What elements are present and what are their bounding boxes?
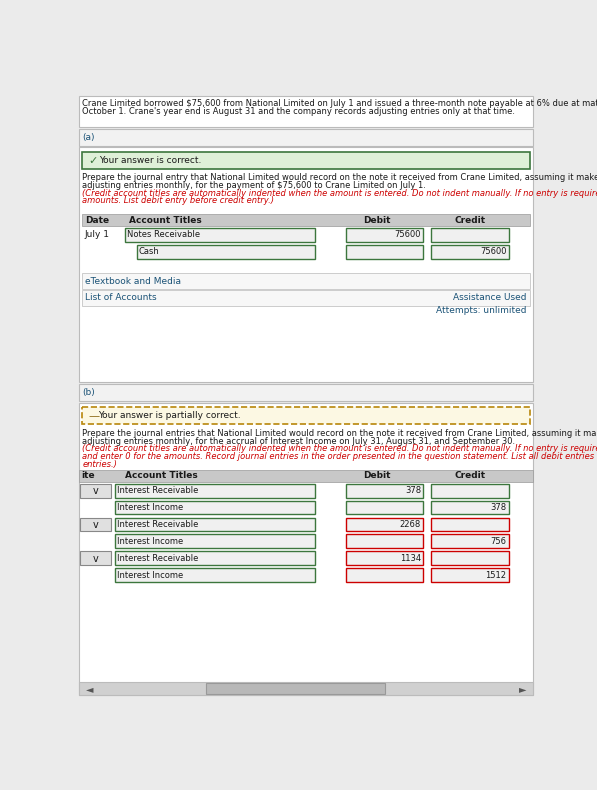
Text: Interest Income: Interest Income	[117, 503, 183, 512]
Bar	[78, 682, 534, 695]
Bar	[346, 501, 423, 514]
Bar	[207, 683, 384, 694]
Text: Credit: Credit	[454, 216, 485, 224]
Text: Prepare the journal entries that National Limited would record on the note it re: Prepare the journal entries that Nationa…	[82, 429, 597, 438]
Bar	[431, 551, 509, 566]
Text: v: v	[93, 520, 99, 530]
Bar	[80, 517, 111, 532]
Bar	[82, 408, 530, 424]
Text: Cash: Cash	[139, 247, 160, 257]
Bar	[115, 551, 315, 566]
Text: Account Titles: Account Titles	[129, 216, 202, 224]
Text: 378: 378	[405, 486, 421, 495]
Text: 1134: 1134	[400, 554, 421, 562]
Bar	[115, 483, 315, 498]
Bar	[431, 535, 509, 548]
Bar	[82, 291, 530, 306]
Bar	[431, 483, 509, 498]
Bar	[78, 129, 534, 145]
Text: Your answer is correct.: Your answer is correct.	[100, 156, 202, 164]
Bar	[78, 384, 534, 401]
Text: Interest Receivable: Interest Receivable	[117, 554, 199, 562]
Bar	[346, 245, 423, 259]
Text: 2268: 2268	[400, 520, 421, 529]
Bar	[80, 483, 111, 498]
Text: ◄: ◄	[85, 684, 93, 694]
Text: List of Accounts: List of Accounts	[85, 293, 157, 303]
Text: 75600: 75600	[395, 231, 421, 239]
Text: 1512: 1512	[485, 571, 506, 580]
Bar	[78, 470, 534, 482]
Text: Notes Receivable: Notes Receivable	[127, 231, 201, 239]
Bar	[82, 273, 530, 289]
Text: Interest Receivable: Interest Receivable	[117, 520, 199, 529]
Text: Interest Income: Interest Income	[117, 571, 183, 580]
Text: (a): (a)	[82, 133, 95, 141]
Bar	[78, 403, 534, 695]
Text: (b): (b)	[82, 388, 95, 397]
Bar	[78, 147, 534, 382]
Bar	[431, 245, 509, 259]
Text: and enter 0 for the amounts. Record journal entries in the order presented in th: and enter 0 for the amounts. Record jour…	[82, 452, 597, 461]
Text: adjusting entries monthly, for the payment of $75,600 to Crane Limited on July 1: adjusting entries monthly, for the payme…	[82, 181, 429, 190]
Bar	[80, 551, 111, 566]
Text: entries.): entries.)	[82, 460, 117, 468]
Bar	[431, 517, 509, 532]
Bar	[431, 228, 509, 242]
Text: Interest Income: Interest Income	[117, 537, 183, 546]
Text: 378: 378	[490, 503, 506, 512]
Bar	[82, 214, 530, 227]
Bar	[346, 483, 423, 498]
Bar	[346, 568, 423, 582]
Bar	[346, 551, 423, 566]
Text: —: —	[88, 412, 100, 421]
Text: ✓: ✓	[88, 156, 98, 166]
Text: Debit: Debit	[363, 472, 390, 480]
Bar	[78, 96, 534, 127]
Text: eTextbook and Media: eTextbook and Media	[85, 276, 181, 285]
Text: 75600: 75600	[480, 247, 506, 257]
Text: Interest Receivable: Interest Receivable	[117, 486, 199, 495]
Bar	[346, 517, 423, 532]
Text: Attempts: unlimited: Attempts: unlimited	[436, 306, 527, 314]
Text: Assistance Used: Assistance Used	[453, 293, 527, 303]
Text: July 1: July 1	[85, 231, 110, 239]
Bar	[82, 152, 530, 169]
Text: Debit: Debit	[363, 216, 390, 224]
Bar	[115, 501, 315, 514]
Bar	[115, 568, 315, 582]
Bar	[115, 535, 315, 548]
Text: (Credit account titles are automatically indented when the amount is entered. Do: (Credit account titles are automatically…	[82, 189, 597, 198]
Bar	[125, 228, 315, 242]
Text: October 1. Crane's year end is August 31 and the company records adjusting entri: October 1. Crane's year end is August 31…	[82, 107, 515, 116]
Text: adjusting entries monthly, for the accrual of Interest Income on July 31, August: adjusting entries monthly, for the accru…	[82, 437, 518, 446]
Bar	[431, 501, 509, 514]
Text: Date: Date	[85, 216, 109, 224]
Text: v: v	[93, 554, 99, 564]
Text: ite: ite	[81, 472, 94, 480]
Text: Account Titles: Account Titles	[125, 472, 198, 480]
Text: 756: 756	[490, 537, 506, 546]
Text: Prepare the journal entry that National Limited would record on the note it rece: Prepare the journal entry that National …	[82, 173, 597, 182]
Bar	[431, 568, 509, 582]
Bar	[137, 245, 315, 259]
Text: Credit: Credit	[454, 472, 485, 480]
Text: amounts. List debit entry before credit entry.): amounts. List debit entry before credit …	[82, 197, 275, 205]
Text: Your answer is partially correct.: Your answer is partially correct.	[98, 412, 241, 420]
Text: (Credit account titles are automatically indented when the amount is entered. Do: (Credit account titles are automatically…	[82, 445, 597, 453]
Text: ►: ►	[519, 684, 527, 694]
Bar	[346, 535, 423, 548]
Bar	[346, 228, 423, 242]
Text: v: v	[93, 486, 99, 496]
Bar	[115, 517, 315, 532]
Text: Crane Limited borrowed $75,600 from National Limited on July 1 and issued a thre: Crane Limited borrowed $75,600 from Nati…	[82, 100, 597, 108]
